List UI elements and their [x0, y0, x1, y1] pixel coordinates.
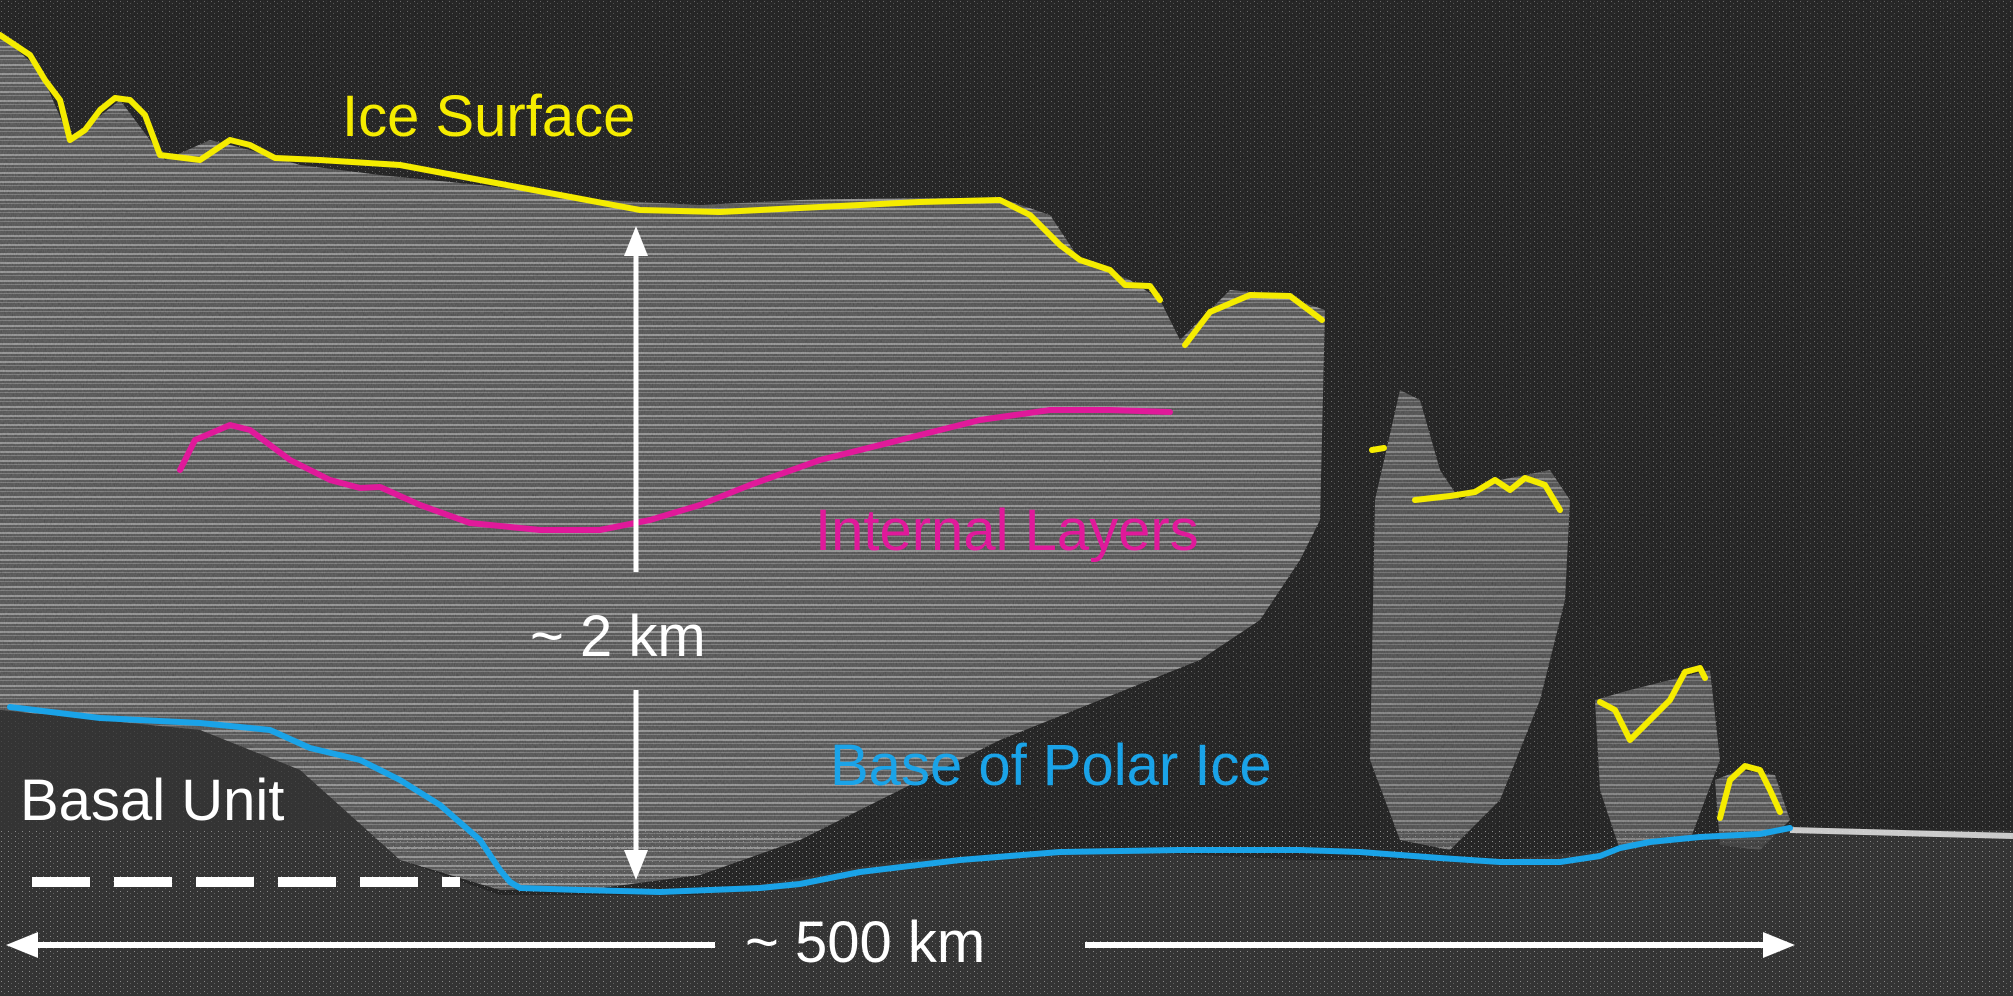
ice-surface-line: [0, 32, 1783, 821]
thickness-label: ~ 2 km: [530, 604, 706, 669]
surface-echo-right: [1789, 827, 2013, 839]
base-of-polar-ice-label: Base of Polar Ice: [830, 733, 1272, 798]
internal-layer-line: [177, 407, 1173, 533]
width-arrow: [6, 932, 1795, 958]
basal-unit-label: Basal Unit: [20, 768, 284, 833]
thickness-arrow: [624, 226, 648, 880]
ice-surface-label: Ice Surface: [342, 84, 635, 149]
base-of-polar-ice-line: [7, 704, 1793, 895]
internal-layers-label: Internal Layers: [815, 498, 1199, 563]
width-label: ~ 500 km: [745, 910, 985, 975]
